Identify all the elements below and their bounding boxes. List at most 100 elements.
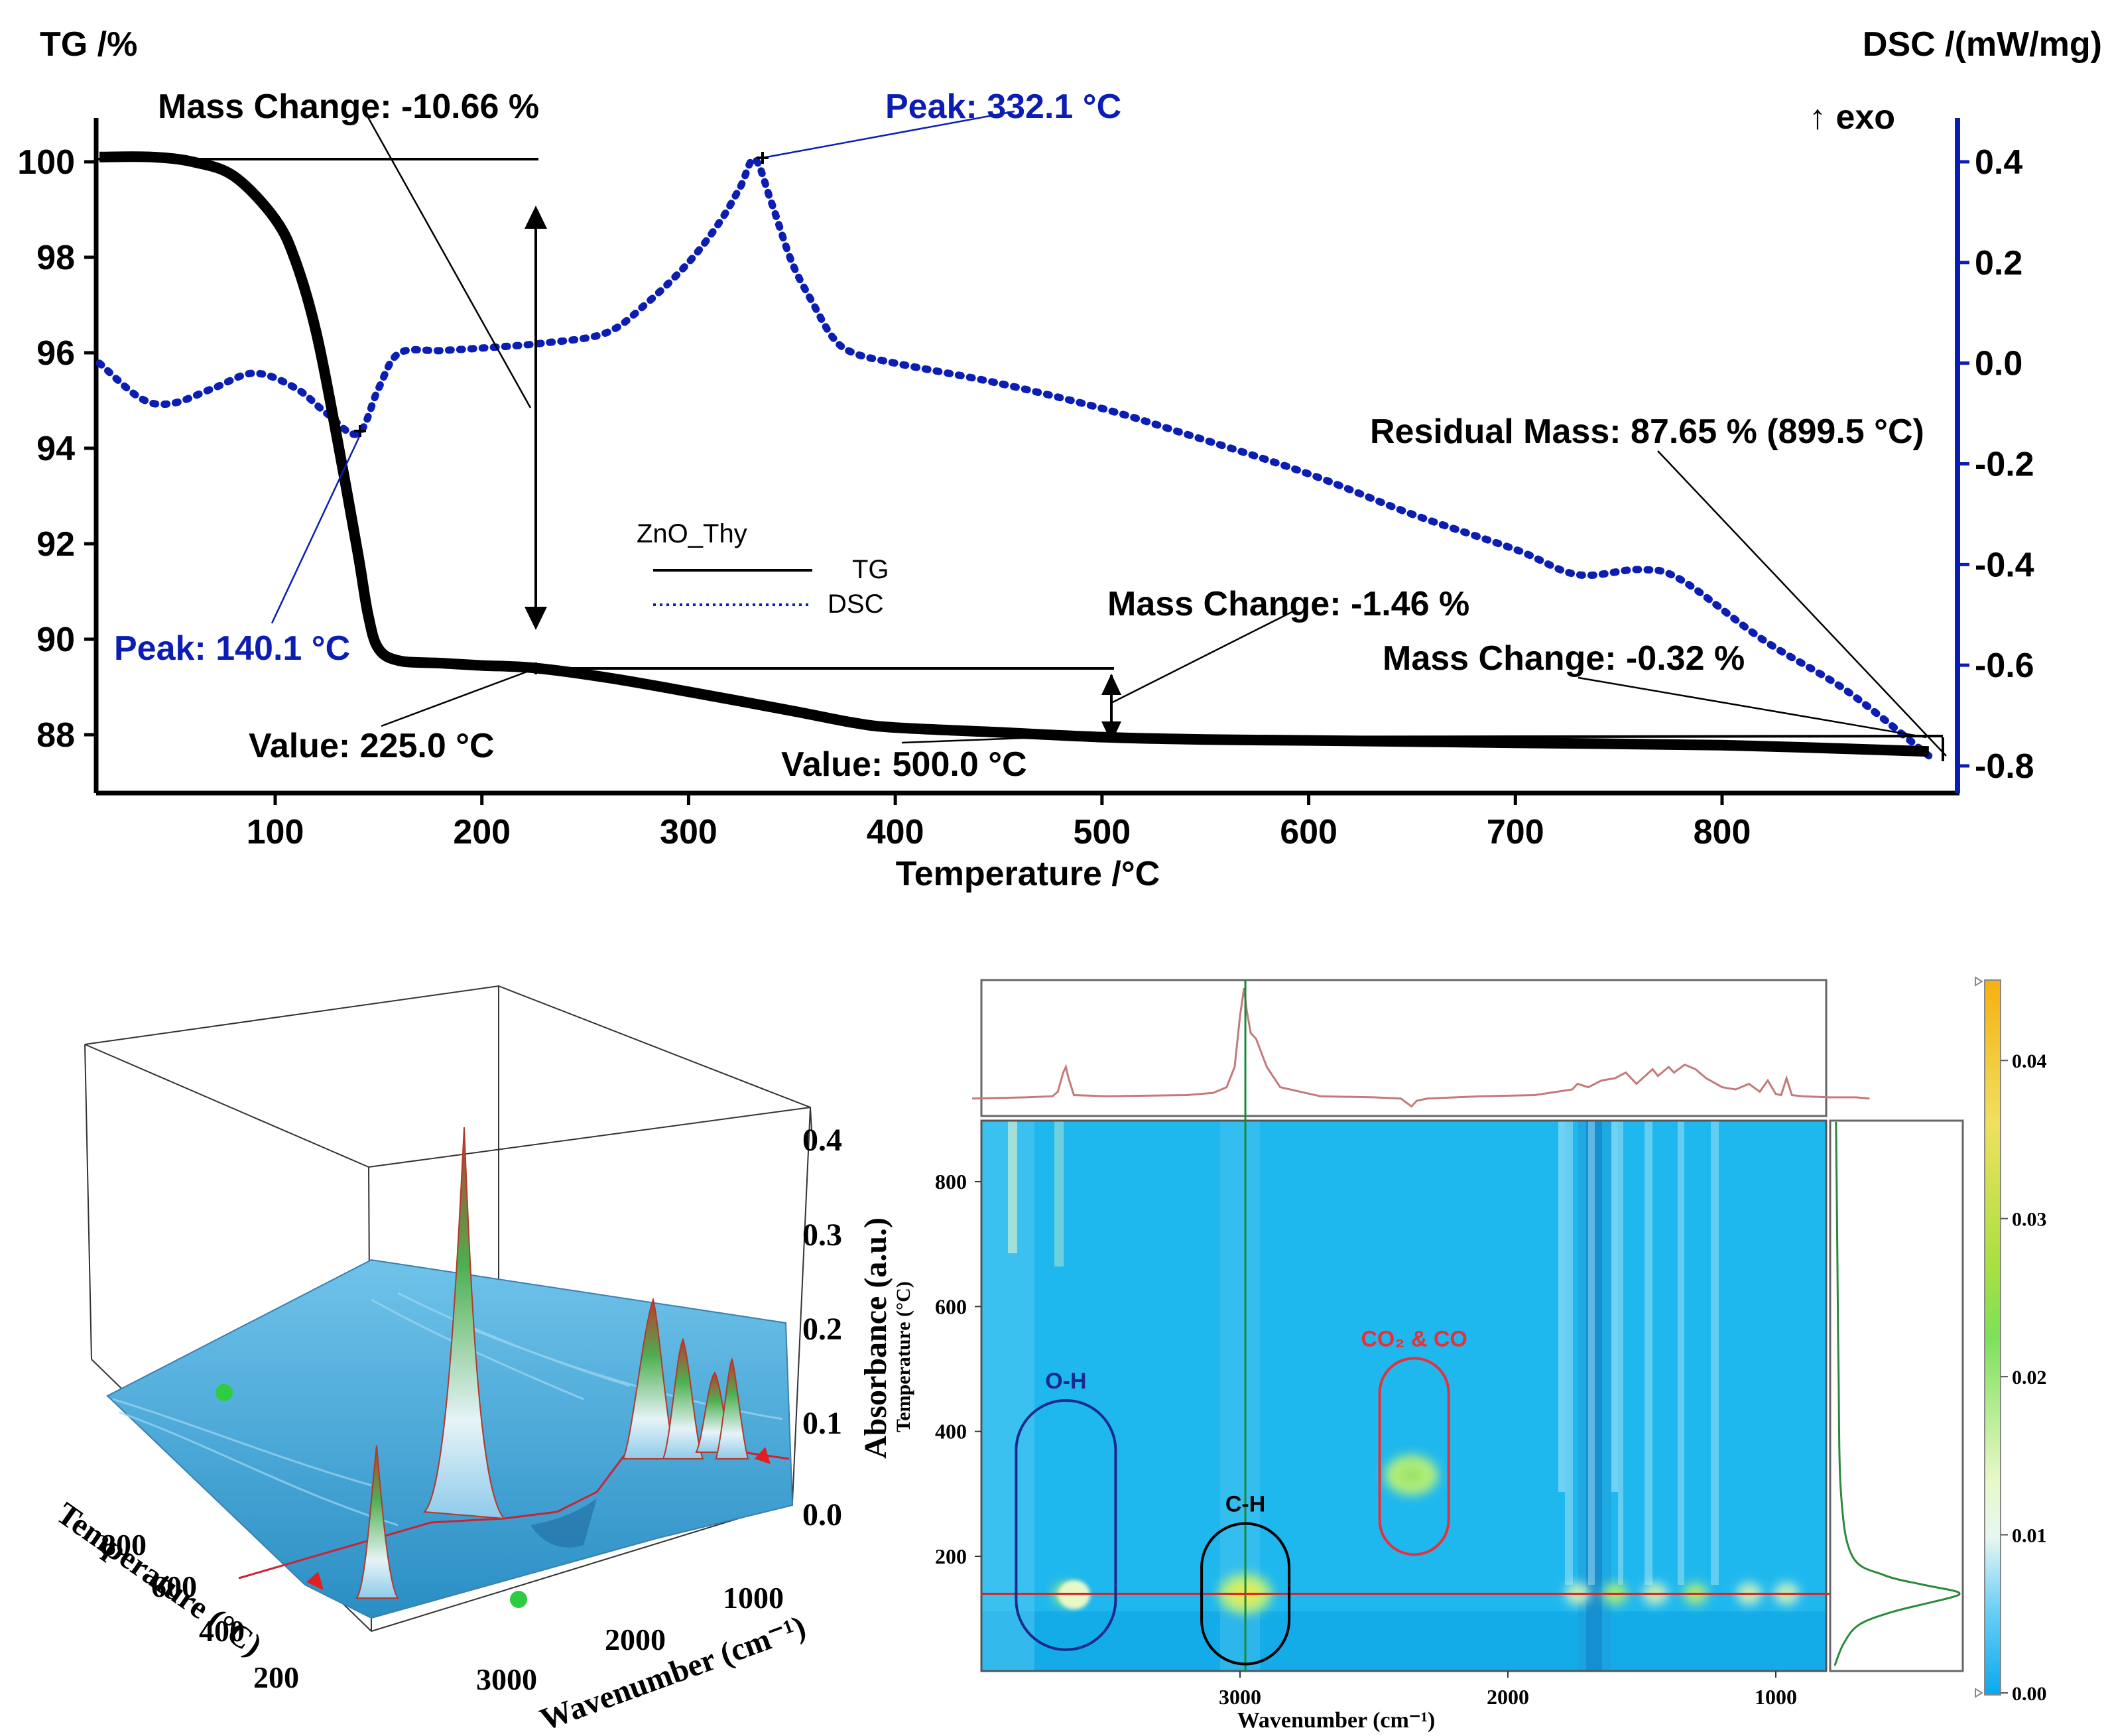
heatmap-x-tick-label: 3000 (1219, 1685, 1261, 1709)
tg-series-line (99, 151, 1929, 757)
legend-dsc: DSC (828, 589, 883, 619)
tg-legend: ZnO_Thy TG DSC (637, 519, 889, 619)
3d-wavenumber-label: Wavenumber (cm⁻¹) (536, 1609, 810, 1736)
heatmap-y-tick-label: 200 (935, 1544, 967, 1568)
tg-x-tick-label: 200 (453, 813, 511, 851)
tg-x-tick-label: 800 (1694, 813, 1751, 851)
heatmap-x-ticks: 3000 2000 1000 (1219, 1671, 1797, 1709)
region-label-0: O-H (1045, 1369, 1086, 1394)
colorbar-tick-label: 0.01 (2012, 1525, 2047, 1547)
legend-tg: TG (852, 555, 889, 584)
colorbar (1984, 979, 2001, 1696)
3d-temperature-tick-label: 800 (101, 1528, 147, 1562)
3d-wavenumber-ticks: 3000 2000 1000 (476, 1581, 784, 1696)
tg-left-tick-label: 90 (36, 621, 75, 659)
tgir-3d-surface: 0.4 0.3 0.2 0.1 0.0 Absorbance (a.u.) 800600… (50, 985, 893, 1736)
annotation-lines (96, 110, 1947, 761)
3d-temperature-tick-label: 200 (253, 1660, 299, 1694)
3d-temperature-label: Temperature (°C) (50, 1496, 269, 1663)
3d-wavenumber-tick-label: 2000 (605, 1623, 666, 1656)
exo-label: ↑ exo (1809, 98, 1895, 137)
heatmap-y-tick-label: 600 (935, 1294, 967, 1318)
ir-spectrum-line (971, 987, 1870, 1108)
tg-right-tick-label: 0.4 (1975, 143, 2022, 182)
dsc-axis-title: DSC /(mW/mg) (1863, 25, 2102, 64)
surface-dip-co2 (530, 1499, 597, 1548)
legend-title: ZnO_Thy (637, 519, 747, 548)
annotation-peak-140: Peak: 140.1 °C (114, 629, 350, 668)
region-ellipse-1 (1200, 1522, 1291, 1666)
heatmap-hotspot-core (1398, 1465, 1425, 1485)
heatmap-features (981, 1121, 1826, 1671)
marker-green-left (216, 1384, 233, 1401)
tg-x-tick-label: 500 (1073, 813, 1131, 851)
tg-right-tick-label: -0.6 (1975, 647, 2034, 685)
surface-peak-fp-2 (662, 1337, 704, 1459)
marker-red-right (755, 1447, 771, 1464)
surface-peak-fp-1 (622, 1297, 678, 1459)
tg-left-tick-label: 88 (36, 716, 75, 755)
heatmap-y-ticks: 800 600 400 200 (935, 1170, 981, 1568)
colorbar-tick-label: 0.00 (2012, 1683, 2047, 1705)
annotation-mass-change-2: Mass Change: -1.46 % (1107, 585, 1469, 623)
colorbar-tick-label: 0.04 (2012, 1050, 2047, 1072)
tg-x-tick-label: 100 (247, 813, 304, 851)
surface-peak-ch (422, 1127, 506, 1520)
tg-left-tick-label: 92 (36, 525, 75, 564)
annotation-value-500: Value: 500.0 °C (781, 745, 1027, 784)
heatmap-x-tick-label: 1000 (1755, 1685, 1797, 1709)
tg-right-tick-label: -0.2 (1975, 446, 2034, 484)
heatmap-x-tick-label: 2000 (1487, 1685, 1529, 1709)
region-label-1: C-H (1225, 1492, 1265, 1517)
annotation-residual-mass: Residual Mass: 87.65 % (899.5 °C) (1370, 412, 1924, 451)
3d-temperature-tick-label: 400 (199, 1614, 245, 1648)
heatmap-background (981, 1121, 1826, 1671)
annotation-peak-332: Peak: 332.1 °C (885, 88, 1121, 126)
heatmap-x-axis-label: Wavenumber (cm⁻¹) (1237, 1708, 1436, 1733)
tg-x-axis-label: Temperature /°C (896, 855, 1160, 893)
tg-x-tick-label: 600 (1280, 813, 1337, 851)
ir-spectrum-frame (980, 979, 1828, 1117)
tg-left-ticks: 88 90 92 94 96 98 100 (17, 143, 96, 755)
colorbar-bottom-arrow (1975, 1688, 1983, 1698)
temperature-profile-line (1833, 1121, 1961, 1666)
3d-z-axis-label: Absorbance (a.u.) (858, 1217, 893, 1459)
heatmap-y-tick-label: 800 (935, 1170, 967, 1194)
tg-left-tick-label: 98 (36, 239, 75, 277)
heatmap-frame (980, 1119, 1828, 1672)
tg-axis-title: TG /% (40, 25, 137, 64)
colorbar-tick-label: 0.02 (2012, 1367, 2047, 1389)
3d-z-ticks: 0.4 0.3 0.2 0.1 0.0 (802, 1123, 842, 1532)
tg-left-tick-label: 100 (17, 143, 75, 182)
3d-z-tick-label: 0.4 (802, 1123, 842, 1158)
tg-right-ticks: 0.4 0.2 0.0 -0.2 -0.4 -0.6 -0.8 (1957, 143, 2034, 786)
dsc-series-line (95, 155, 1933, 760)
heatmap-y-axis-label: Temperature (°C) (893, 1281, 914, 1432)
tg-right-tick-label: -0.4 (1975, 546, 2034, 584)
3d-z-tick-label: 0.3 (802, 1217, 842, 1253)
colorbar-ticks: 0.04 0.03 0.02 0.01 0.00 (2001, 1050, 2047, 1705)
tg-left-tick-label: 96 (36, 334, 75, 373)
tg-x-tick-label: 700 (1487, 813, 1544, 851)
tg-left-tick-label: 94 (36, 430, 75, 468)
tg-x-ticks: 100 200 300 400 500 600 700 800 (247, 793, 1751, 851)
colorbar-top-arrow (1975, 976, 1983, 987)
marker-red-left (306, 1572, 324, 1590)
surface-peak-oh (355, 1445, 399, 1599)
annotation-value-225: Value: 225.0 °C (249, 727, 495, 765)
tg-x-tick-label: 400 (867, 813, 924, 851)
heatmap-y-tick-label: 400 (935, 1420, 967, 1444)
tg-right-tick-label: 0.2 (1975, 244, 2022, 282)
colorbar-tick-label: 0.03 (2012, 1209, 2047, 1231)
tg-right-tick-label: -0.8 (1975, 747, 2034, 786)
region-label-2: CO₂ & CO (1361, 1326, 1467, 1351)
tg-right-tick-label: 0.0 (1975, 345, 2022, 383)
3d-z-tick-label: 0.0 (802, 1497, 842, 1532)
tg-x-tick-label: 300 (660, 813, 717, 851)
surface-peak-fp-4 (715, 1357, 749, 1459)
annotation-mass-change-3: Mass Change: -0.32 % (1383, 639, 1745, 678)
region-ellipse-2 (1378, 1357, 1450, 1556)
marker-green-bottom (510, 1591, 527, 1608)
